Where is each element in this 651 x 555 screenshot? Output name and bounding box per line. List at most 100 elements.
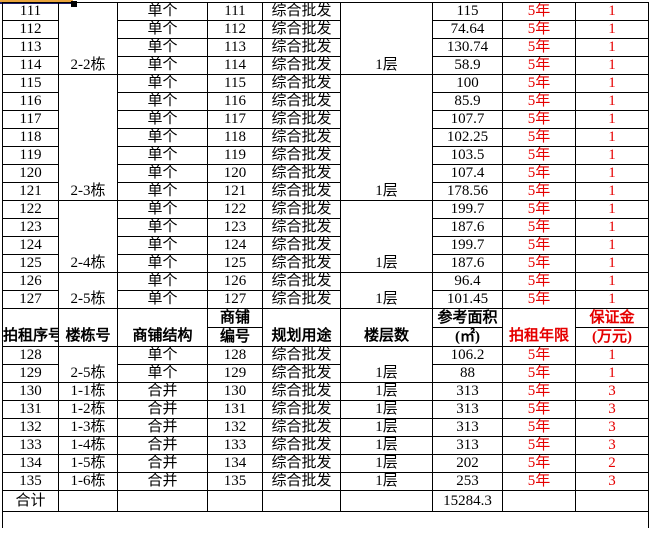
cell-use[interactable]: 综合批发 bbox=[262, 146, 341, 165]
cell-floor[interactable] bbox=[340, 490, 433, 512]
cell-deposit[interactable]: 3 bbox=[575, 400, 649, 419]
col-header-area-top[interactable]: 参考面积 bbox=[432, 308, 503, 328]
col-header-deposit-top[interactable]: 保证金 bbox=[575, 308, 649, 328]
cell-seq[interactable]: 135 bbox=[2, 472, 59, 491]
cell-building[interactable]: 1-1栋 bbox=[58, 382, 118, 401]
cell-term[interactable]: 5年 bbox=[502, 146, 576, 165]
col-header-building[interactable]: 楼栋号 bbox=[58, 308, 118, 347]
cell-area[interactable]: 253 bbox=[432, 472, 503, 491]
cell-seq[interactable]: 123 bbox=[2, 218, 59, 237]
cell-shop-no[interactable]: 116 bbox=[207, 92, 263, 111]
cell-floor[interactable]: 1层 bbox=[340, 472, 433, 491]
cell-deposit[interactable]: 1 bbox=[575, 364, 649, 383]
cell-term[interactable]: 5年 bbox=[502, 92, 576, 111]
cell-deposit[interactable]: 1 bbox=[575, 164, 649, 183]
cell-floor[interactable]: 1层 bbox=[340, 436, 433, 455]
cell-area[interactable]: 187.6 bbox=[432, 218, 503, 237]
cell-term[interactable]: 5年 bbox=[502, 182, 576, 201]
cell-use[interactable]: 综合批发 bbox=[262, 472, 341, 491]
empty-cell[interactable] bbox=[2, 511, 649, 528]
cell-shop-no[interactable]: 131 bbox=[207, 400, 263, 419]
cell-structure[interactable]: 单个 bbox=[117, 164, 208, 183]
cell-seq[interactable]: 134 bbox=[2, 454, 59, 473]
cell-seq[interactable]: 121 bbox=[2, 182, 59, 201]
cell-structure[interactable]: 单个 bbox=[117, 236, 208, 255]
cell-use[interactable]: 综合批发 bbox=[262, 20, 341, 39]
cell-deposit[interactable]: 1 bbox=[575, 2, 649, 21]
cell-area[interactable]: 100 bbox=[432, 74, 503, 93]
cell-floor[interactable]: 1层 bbox=[340, 382, 433, 401]
cell-area[interactable]: 107.7 bbox=[432, 110, 503, 129]
cell-shop-no[interactable]: 120 bbox=[207, 164, 263, 183]
cell-area[interactable]: 85.9 bbox=[432, 92, 503, 111]
cell-structure[interactable]: 单个 bbox=[117, 128, 208, 147]
cell-structure[interactable]: 合并 bbox=[117, 382, 208, 401]
cell-deposit[interactable] bbox=[575, 490, 649, 512]
cell-shop-no[interactable]: 123 bbox=[207, 218, 263, 237]
cell-structure[interactable]: 单个 bbox=[117, 272, 208, 291]
cell-area[interactable]: 58.9 bbox=[432, 56, 503, 75]
cell-structure[interactable] bbox=[117, 490, 208, 512]
cell-structure[interactable]: 单个 bbox=[117, 218, 208, 237]
cell-deposit[interactable]: 1 bbox=[575, 218, 649, 237]
cell-building[interactable]: 1-4栋 bbox=[58, 436, 118, 455]
cell-seq[interactable]: 127 bbox=[2, 290, 59, 309]
cell-structure[interactable]: 单个 bbox=[117, 290, 208, 309]
cell-use[interactable]: 综合批发 bbox=[262, 400, 341, 419]
cell-shop-no[interactable]: 124 bbox=[207, 236, 263, 255]
cell-shop-no[interactable]: 112 bbox=[207, 20, 263, 39]
cell-area[interactable]: 313 bbox=[432, 400, 503, 419]
cell-area[interactable]: 178.56 bbox=[432, 182, 503, 201]
cell-term[interactable]: 5年 bbox=[502, 20, 576, 39]
cell-deposit[interactable]: 1 bbox=[575, 128, 649, 147]
cell-seq[interactable]: 115 bbox=[2, 74, 59, 93]
cell-use[interactable]: 综合批发 bbox=[262, 382, 341, 401]
cell-deposit[interactable]: 3 bbox=[575, 436, 649, 455]
cell-use[interactable]: 综合批发 bbox=[262, 74, 341, 93]
cell-deposit[interactable]: 2 bbox=[575, 454, 649, 473]
col-header-term[interactable]: 拍租年限 bbox=[502, 308, 576, 347]
cell-shop-no[interactable]: 125 bbox=[207, 254, 263, 273]
cell-structure[interactable]: 合并 bbox=[117, 400, 208, 419]
cell-seq[interactable]: 126 bbox=[2, 272, 59, 291]
cell-deposit[interactable]: 1 bbox=[575, 236, 649, 255]
cell-term[interactable]: 5年 bbox=[502, 236, 576, 255]
cell-shop-no[interactable]: 111 bbox=[207, 2, 263, 21]
cell-structure[interactable]: 单个 bbox=[117, 110, 208, 129]
cell-structure[interactable]: 单个 bbox=[117, 146, 208, 165]
cell-use[interactable]: 综合批发 bbox=[262, 236, 341, 255]
cell-area[interactable]: 313 bbox=[432, 382, 503, 401]
cell-area[interactable]: 187.6 bbox=[432, 254, 503, 273]
cell-use[interactable]: 综合批发 bbox=[262, 272, 341, 291]
cell-floor[interactable]: 1层 bbox=[340, 2, 433, 75]
cell-deposit[interactable]: 3 bbox=[575, 382, 649, 401]
cell-term[interactable]: 5年 bbox=[502, 346, 576, 365]
cell-shop-no[interactable]: 130 bbox=[207, 382, 263, 401]
cell-deposit[interactable]: 1 bbox=[575, 182, 649, 201]
cell-term[interactable]: 5年 bbox=[502, 164, 576, 183]
cell-structure[interactable]: 单个 bbox=[117, 56, 208, 75]
cell-seq[interactable]: 117 bbox=[2, 110, 59, 129]
cell-shop-no[interactable]: 118 bbox=[207, 128, 263, 147]
cell-use[interactable]: 综合批发 bbox=[262, 56, 341, 75]
cell-structure[interactable]: 单个 bbox=[117, 254, 208, 273]
cell-seq[interactable]: 111 bbox=[2, 2, 59, 21]
cell-seq[interactable]: 112 bbox=[2, 20, 59, 39]
cell-structure[interactable]: 单个 bbox=[117, 20, 208, 39]
col-header-structure[interactable]: 商铺结构 bbox=[117, 308, 208, 347]
cell-structure[interactable]: 合并 bbox=[117, 436, 208, 455]
cell-building[interactable]: 2-5栋 bbox=[58, 346, 118, 383]
cell-area[interactable]: 106.2 bbox=[432, 346, 503, 365]
cell-shop-no[interactable]: 134 bbox=[207, 454, 263, 473]
cell-seq[interactable]: 130 bbox=[2, 382, 59, 401]
cell-structure[interactable]: 单个 bbox=[117, 346, 208, 365]
cell-building[interactable]: 2-2栋 bbox=[58, 2, 118, 75]
cell-deposit[interactable]: 1 bbox=[575, 56, 649, 75]
cell-term[interactable]: 5年 bbox=[502, 56, 576, 75]
col-header-use[interactable]: 规划用途 bbox=[262, 308, 341, 347]
cell-use[interactable]: 综合批发 bbox=[262, 2, 341, 21]
cell-use[interactable] bbox=[262, 490, 341, 512]
cell-use[interactable]: 综合批发 bbox=[262, 182, 341, 201]
cell-deposit[interactable]: 1 bbox=[575, 74, 649, 93]
cell-deposit[interactable]: 1 bbox=[575, 290, 649, 309]
